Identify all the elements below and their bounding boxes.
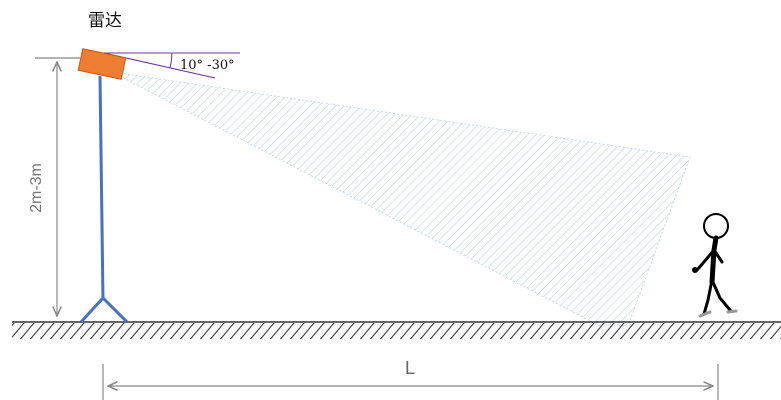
height-label: 2m-3m bbox=[28, 163, 45, 213]
radar-label: 雷达 bbox=[88, 11, 122, 31]
pedestrian-figure bbox=[692, 213, 738, 318]
height-dimension bbox=[35, 57, 80, 316]
radar-device bbox=[77, 48, 127, 80]
distance-dimension bbox=[102, 364, 719, 400]
radar-pole bbox=[79, 75, 129, 324]
distance-label: L bbox=[405, 358, 415, 378]
tilt-angle-label: 10° -30° bbox=[180, 58, 235, 73]
radar-beam-coverage bbox=[111, 71, 691, 327]
ground bbox=[12, 321, 781, 339]
